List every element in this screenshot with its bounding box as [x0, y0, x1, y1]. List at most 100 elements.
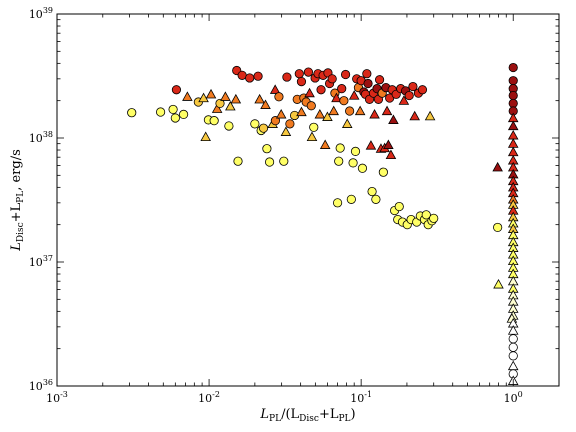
data-point-circle: [508, 76, 518, 86]
data-point-circle: [270, 116, 281, 126]
data-point-circle: [350, 146, 361, 156]
data-point-triangle: [220, 91, 231, 101]
y-tick-label: 1038: [29, 130, 53, 145]
data-point-triangle: [383, 139, 394, 149]
data-point-circle: [508, 342, 518, 352]
data-point-triangle: [322, 111, 333, 121]
data-point-triangle: [304, 87, 315, 98]
data-point-circle: [340, 69, 351, 80]
data-point-circle: [209, 116, 219, 126]
data-point-circle: [285, 119, 295, 129]
data-point-triangle: [314, 108, 326, 119]
data-point-circle: [309, 122, 319, 132]
data-point-circle: [429, 213, 439, 223]
data-point-triangle: [275, 108, 287, 119]
data-point-triangle: [381, 105, 393, 116]
data-point-circle: [294, 69, 304, 79]
data-point-circle: [171, 85, 182, 95]
data-point-triangle: [507, 120, 519, 131]
data-point-circle: [258, 123, 269, 133]
data-point-circle: [348, 158, 358, 168]
data-point-circle: [493, 222, 503, 233]
data-point-triangle: [328, 105, 339, 116]
x-tick-label: 10-2: [198, 390, 220, 405]
data-point-circle: [335, 143, 345, 153]
data-point-triangle: [331, 92, 342, 103]
data-point-triangle: [341, 118, 353, 128]
data-point-circle: [345, 106, 355, 116]
x-axis-label: LPL/(LDisc+LPL): [259, 407, 355, 424]
data-point-triangle: [319, 139, 331, 149]
data-point-triangle: [198, 92, 209, 103]
data-point-circle: [303, 67, 314, 77]
data-point-triangle: [260, 99, 271, 109]
data-point-circle: [224, 121, 234, 131]
data-point-triangle: [507, 325, 519, 335]
data-point-circle: [408, 81, 418, 92]
data-point-circle: [262, 144, 272, 154]
data-point-triangle: [200, 131, 211, 142]
data-point-circle: [337, 84, 347, 94]
data-point-triangle: [424, 110, 436, 121]
data-point-triangle: [182, 91, 193, 101]
y-tick-label: 1039: [29, 6, 53, 21]
data-point-triangle: [365, 140, 377, 150]
data-point-circle: [508, 62, 518, 73]
data-point-triangle: [385, 149, 397, 160]
tick-labels: 10-3 10-2 10-1 100 1036 1037 1038 1039: [29, 6, 523, 405]
data-point-circle: [508, 334, 518, 344]
y-axis-label: LDisc+LPL, erg/s: [9, 149, 26, 252]
data-point-circle: [127, 108, 137, 118]
data-point-triangle: [354, 105, 366, 116]
data-point-circle: [306, 101, 316, 111]
data-point-circle: [233, 156, 243, 166]
data-point-circle: [296, 76, 307, 87]
data-point-triangle: [254, 93, 265, 104]
data-point-circle: [253, 71, 263, 81]
axis-ticks: [56, 13, 560, 387]
data-markers: [127, 62, 519, 385]
data-point-triangle: [492, 161, 503, 172]
data-point-triangle: [306, 131, 318, 142]
data-point-circle: [339, 96, 349, 106]
data-point-circle: [363, 78, 373, 89]
data-point-triangle: [398, 95, 410, 105]
plot-frame: [56, 13, 560, 387]
y-tick-label: 1037: [29, 254, 53, 269]
data-point-triangle: [348, 90, 360, 100]
data-point-triangle: [269, 84, 281, 94]
data-point-circle: [327, 74, 337, 84]
data-point-triangle: [280, 126, 292, 136]
data-point-circle: [168, 104, 178, 115]
data-point-circle: [282, 72, 292, 82]
data-point-triangle: [296, 106, 307, 117]
data-point-triangle: [388, 114, 399, 124]
data-point-circle: [279, 156, 289, 166]
data-point-circle: [421, 210, 431, 220]
data-point-circle: [215, 98, 225, 109]
data-point-circle: [334, 156, 344, 166]
data-point-triangle: [230, 93, 242, 104]
data-point-circle: [346, 194, 356, 204]
data-point-circle: [362, 69, 372, 79]
data-point-circle: [357, 163, 368, 173]
data-point-circle: [417, 85, 428, 95]
data-point-circle: [367, 186, 377, 197]
data-point-circle: [404, 90, 414, 101]
data-point-circle: [394, 201, 404, 212]
data-point-circle: [371, 194, 381, 204]
data-point-circle: [332, 198, 343, 208]
y-tick-label: 1036: [29, 378, 53, 393]
x-tick-label: 100: [504, 390, 523, 405]
data-point-triangle: [493, 278, 504, 289]
data-point-circle: [245, 73, 255, 83]
data-point-circle: [155, 107, 166, 117]
data-point-circle: [179, 109, 189, 119]
data-point-circle: [374, 75, 385, 85]
x-tick-label: 10-3: [46, 390, 68, 405]
data-point-triangle: [211, 103, 223, 113]
data-point-circle: [170, 113, 180, 123]
data-point-triangle: [369, 108, 380, 119]
